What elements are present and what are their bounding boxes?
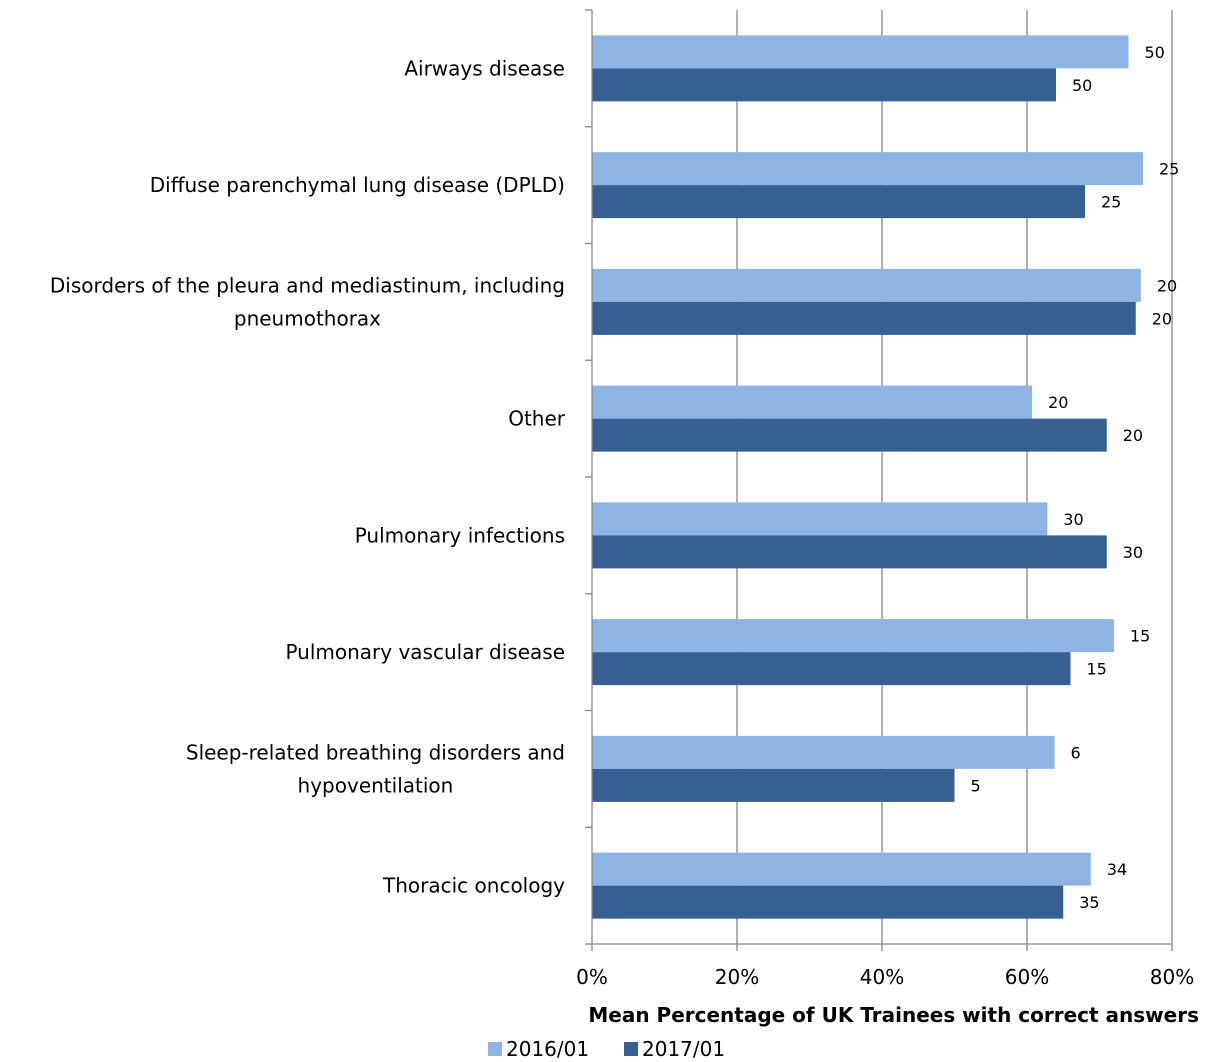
data-label: 30 [1063,510,1083,529]
bar [592,268,1141,302]
category-label: Pulmonary infections [355,523,565,547]
data-label: 15 [1130,627,1150,646]
category-label: Thoracic oncology [382,874,565,898]
category-labels: Airways disease Diffuse parenchymal lung … [50,56,566,897]
legend-label: 2016/01 [506,1037,589,1061]
category-label: hypoventilation [298,773,454,797]
x-axis-title: Mean Percentage of UK Trainees with corr… [588,1003,1199,1027]
legend-label: 2017/01 [642,1037,725,1061]
legend-swatch [488,1042,502,1056]
category-label: pneumothorax [234,306,381,330]
data-label: 20 [1157,276,1177,295]
gridlines [736,10,1173,944]
data-label: 15 [1087,660,1107,679]
category-label: Pulmonary vascular disease [285,640,565,664]
bar [592,301,1136,335]
x-tick-label: 60% [1005,965,1049,989]
bar [592,152,1143,186]
legend-swatch [624,1042,638,1056]
data-label: 30 [1123,543,1143,562]
data-label: 50 [1145,43,1165,62]
data-label: 34 [1107,860,1127,879]
bar [592,502,1048,536]
x-tick-label: 40% [860,965,904,989]
bar [592,735,1055,769]
category-label: Airways disease [404,56,565,80]
bar [592,35,1129,69]
data-label: 50 [1072,76,1092,95]
axes [585,9,1173,951]
x-tick-label: 80% [1150,965,1194,989]
bar [592,185,1085,219]
data-label: 25 [1159,160,1179,179]
data-label: 6 [1071,743,1081,762]
bar [592,768,955,802]
bar [592,852,1091,886]
category-label: Diffuse parenchymal lung disease (DPLD) [150,173,565,197]
bar [592,885,1064,919]
category-label: Disorders of the pleura and mediastinum,… [50,273,565,297]
data-labels: 50 50 25 25 20 20 20 20 30 30 15 15 6 5 34 35 [971,43,1180,912]
legend: 2016/01 2017/01 [488,1037,725,1061]
bar [592,535,1107,569]
data-label: 5 [971,776,981,795]
bar [592,652,1071,686]
data-label: 20 [1152,309,1172,328]
category-label: Other [508,407,566,431]
data-label: 35 [1079,893,1099,912]
bar [592,385,1033,419]
x-tick-labels: 0% 20% 40% 60% 80% [576,965,1194,989]
x-tick-label: 20% [715,965,759,989]
bar [592,619,1114,653]
data-label: 25 [1101,193,1121,212]
data-label: 20 [1123,426,1143,445]
bar [592,68,1056,102]
bars [592,35,1143,919]
bar [592,418,1107,452]
category-label: Sleep-related breathing disorders and [186,740,565,764]
data-label: 20 [1048,393,1068,412]
x-tick-label: 0% [576,965,608,989]
